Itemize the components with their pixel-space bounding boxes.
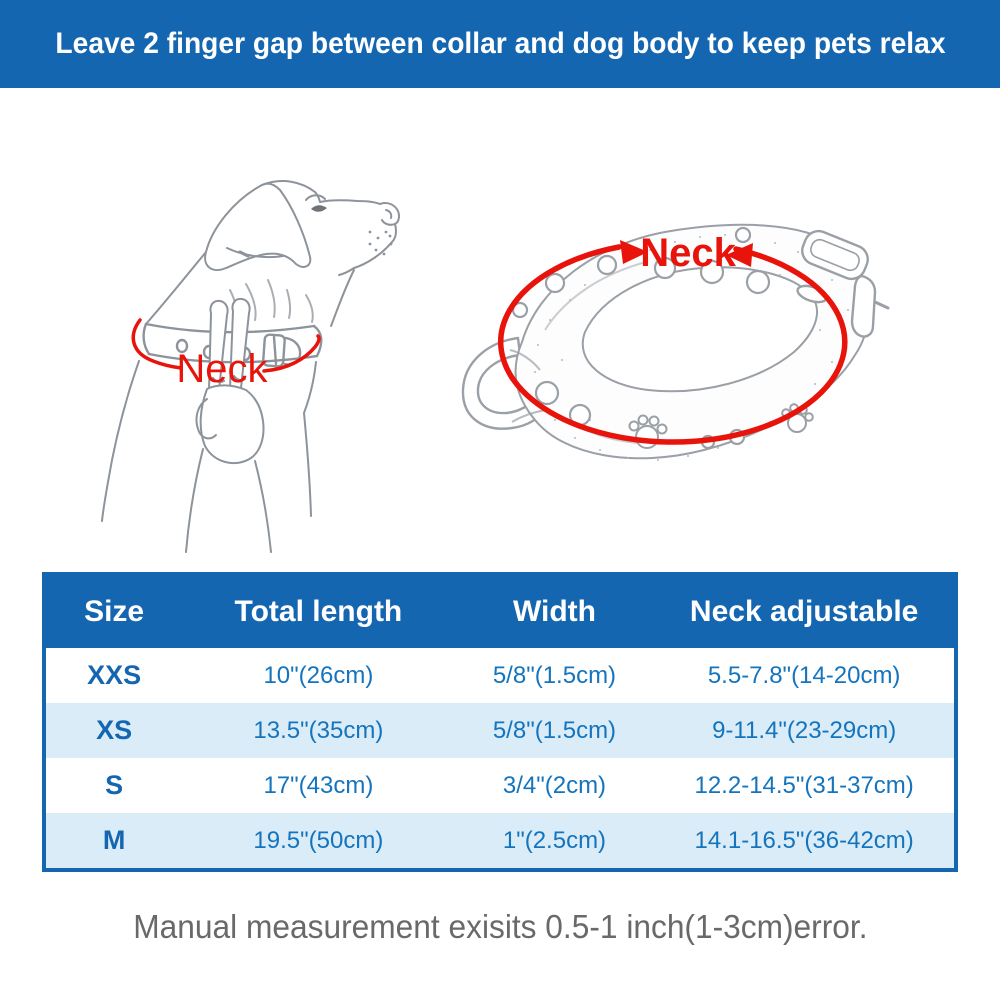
paw-stud bbox=[781, 403, 814, 433]
column-header-width: Width bbox=[512, 595, 596, 628]
cell-neck-adjustable: 14.1-16.5"(36-42cm) bbox=[694, 826, 914, 854]
banner-text: Leave 2 finger gap between collar and do… bbox=[54, 27, 946, 60]
cell-neck-adjustable: 12.2-14.5"(31-37cm) bbox=[694, 771, 914, 799]
footnote: Manual measurement exisits 0.5-1 inch(1-… bbox=[0, 908, 1000, 946]
table-body: XXS 10"(26cm) 5/8"(1.5cm) 5.5-7.8"(14-20… bbox=[46, 648, 954, 868]
footnote-text: Manual measurement exisits 0.5-1 inch(1-… bbox=[132, 908, 868, 945]
dog-eye bbox=[311, 205, 327, 212]
collar-band bbox=[509, 223, 869, 460]
cell-total-length: 10"(26cm) bbox=[263, 661, 374, 689]
dog-neck-label: Neck bbox=[176, 347, 268, 391]
top-banner: Leave 2 finger gap between collar and do… bbox=[0, 0, 1000, 88]
table-header-row: Size Total length Width Neck adjustable bbox=[46, 576, 954, 648]
table-row: M 19.5"(50cm) 1"(2.5cm) 14.1-16.5"(36-42… bbox=[46, 813, 954, 868]
table-row: XS 13.5"(35cm) 5/8"(1.5cm) 9-11.4"(23-29… bbox=[46, 703, 954, 758]
hand-sketch bbox=[185, 297, 272, 553]
cell-size: S bbox=[105, 770, 124, 800]
cell-total-length: 17"(43cm) bbox=[263, 771, 374, 799]
cell-neck-adjustable: 5.5-7.8"(14-20cm) bbox=[707, 661, 901, 689]
cell-size: M bbox=[102, 825, 126, 855]
collar-illustration: Neck bbox=[461, 223, 890, 461]
collar-studs bbox=[511, 226, 771, 450]
table-row: S 17"(43cm) 3/4"(2cm) 12.2-14.5"(31-37cm… bbox=[46, 758, 954, 813]
collar-neck-label: Neck bbox=[640, 231, 736, 275]
cell-total-length: 19.5"(50cm) bbox=[253, 826, 384, 854]
arrow-right-icon bbox=[620, 240, 648, 264]
whisker-dots bbox=[368, 230, 393, 256]
illustration-section: Neck bbox=[0, 88, 1000, 572]
cell-width: 5/8"(1.5cm) bbox=[492, 716, 617, 744]
dog-measure-illustration: Neck bbox=[101, 180, 400, 553]
dog-red-measure-arc bbox=[131, 318, 321, 373]
table-row: XXS 10"(26cm) 5/8"(1.5cm) 5.5-7.8"(14-20… bbox=[46, 648, 954, 703]
cell-size: XS bbox=[96, 715, 133, 745]
buckle bbox=[796, 229, 890, 338]
cell-neck-adjustable: 9-11.4"(23-29cm) bbox=[712, 716, 897, 744]
arrow-left-icon bbox=[726, 243, 753, 267]
size-table: Size Total length Width Neck adjustable … bbox=[42, 572, 958, 872]
neck-ellipse bbox=[498, 240, 848, 445]
cell-width: 5/8"(1.5cm) bbox=[492, 661, 617, 689]
column-header-neck-adjustable: Neck adjustable bbox=[689, 595, 919, 628]
cell-size: XXS bbox=[87, 660, 142, 690]
paw-stud bbox=[628, 414, 668, 449]
column-header-size: Size bbox=[84, 595, 145, 628]
cell-total-length: 13.5"(35cm) bbox=[253, 716, 384, 744]
cell-width: 1"(2.5cm) bbox=[502, 826, 607, 854]
column-header-total-length: Total length bbox=[234, 595, 403, 628]
cell-width: 3/4"(2cm) bbox=[502, 771, 607, 799]
